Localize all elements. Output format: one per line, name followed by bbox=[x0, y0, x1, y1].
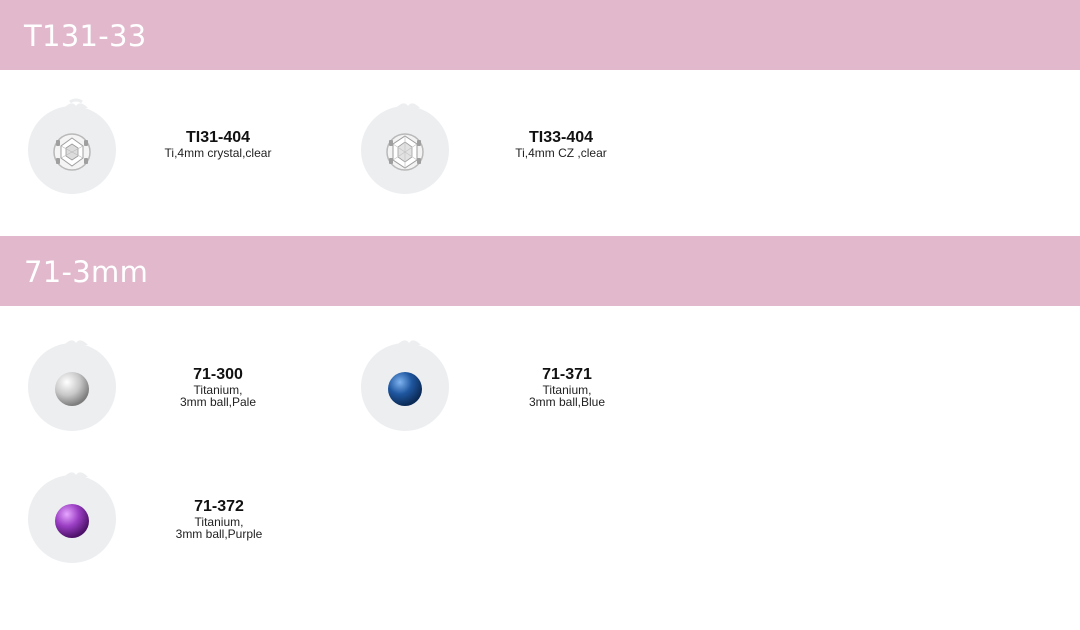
section-header-t131-33: T131-33 bbox=[0, 0, 1080, 70]
product-thumbnail[interactable] bbox=[26, 465, 126, 575]
section-header-71-3mm: 71-3mm bbox=[0, 236, 1080, 306]
pale-ball-icon bbox=[28, 340, 116, 431]
product-info: 71-372 Titanium, 3mm ball,Purple bbox=[144, 497, 294, 540]
product-info: 71-371 Titanium, 3mm ball,Blue bbox=[492, 365, 642, 408]
product-info: TI33-404 Ti,4mm CZ ,clear bbox=[486, 128, 636, 159]
product-sku: 71-371 bbox=[542, 366, 592, 383]
section-title: 71-3mm bbox=[24, 255, 149, 289]
purple-ball-icon bbox=[28, 472, 116, 563]
product-card-71-371[interactable]: 71-371 Titanium, 3mm ball,Blue bbox=[359, 333, 689, 443]
product-sku: 71-372 bbox=[194, 498, 244, 515]
product-thumbnail[interactable] bbox=[358, 96, 458, 206]
product-info: 71-300 Titanium, 3mm ball,Pale bbox=[143, 365, 293, 408]
product-info: TI31-404 Ti,4mm crystal,clear bbox=[143, 128, 293, 159]
product-card-71-372[interactable]: 71-372 Titanium, 3mm ball,Purple bbox=[26, 465, 356, 575]
crystal-gem-icon bbox=[28, 98, 116, 194]
product-thumbnail[interactable] bbox=[26, 333, 126, 443]
product-thumbnail[interactable] bbox=[26, 96, 126, 206]
product-sku: TI31-404 bbox=[185, 129, 251, 146]
cz-gem-icon bbox=[361, 103, 449, 194]
product-card-ti31-404[interactable]: TI31-404 Ti,4mm crystal,clear bbox=[26, 96, 356, 206]
product-sku: 71-300 bbox=[193, 366, 243, 383]
product-description: Titanium, 3mm ball,Purple bbox=[175, 515, 263, 541]
product-description: Ti,4mm crystal,clear bbox=[164, 146, 272, 160]
product-sku: TI33-404 bbox=[528, 129, 594, 146]
product-description: Titanium, 3mm ball,Pale bbox=[179, 383, 257, 409]
product-thumbnail[interactable] bbox=[359, 333, 459, 443]
product-card-ti33-404[interactable]: TI33-404 Ti,4mm CZ ,clear bbox=[358, 96, 688, 206]
product-description: Titanium, 3mm ball,Blue bbox=[528, 383, 606, 409]
product-description: Ti,4mm CZ ,clear bbox=[515, 146, 607, 160]
section-title: T131-33 bbox=[24, 19, 147, 53]
blue-ball-icon bbox=[361, 340, 449, 431]
product-card-71-300[interactable]: 71-300 Titanium, 3mm ball,Pale bbox=[26, 333, 356, 443]
